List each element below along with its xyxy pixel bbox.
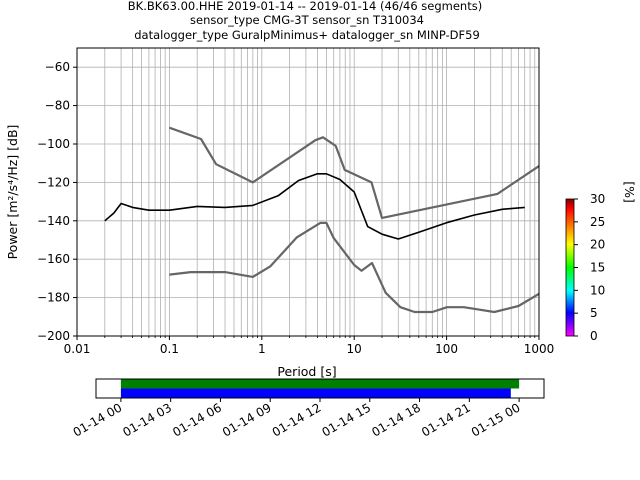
psd-plot: 0.01 0.1 1 10 100 1000 −200 −180 −160 −140 −120 −1… [5, 47, 555, 379]
figure-title-line-2: sensor_type CMG-3T sensor_sn T310034 [190, 13, 424, 27]
figure-title-line-3: datalogger_type GuralpMinimus+ datalogge… [134, 28, 480, 42]
colorbar-gradient [565, 198, 575, 337]
colorbar-tick-label: 15 [590, 261, 605, 275]
colorbar-label: [%] [622, 181, 637, 203]
colorbar-tick-label: 5 [590, 306, 598, 320]
y-tick-label: −60 [45, 60, 70, 74]
plot-frame [76, 47, 540, 337]
timeline-tick-label: 01-14 12 [270, 400, 324, 439]
colorbar-tick-label: 25 [590, 215, 605, 229]
timeline-bar [120, 379, 520, 389]
y-tick-label: −80 [45, 99, 70, 113]
y-tick-label: −140 [37, 214, 70, 228]
colorbar-ticks: 0 5 10 15 20 25 30 [574, 192, 605, 343]
x-tick-label: 10 [347, 342, 362, 356]
y-tick-label: −120 [37, 175, 70, 189]
colorbar-tick-label: 30 [590, 192, 605, 206]
timeline-tick-label: 01-14 18 [369, 400, 423, 439]
plot-background [77, 48, 539, 336]
x-tick-label: 0.1 [160, 342, 179, 356]
figure-title-line-1: BK.BK63.00.HHE 2019-01-14 -- 2019-01-14 … [128, 0, 482, 13]
new-low-noise-model-line [169, 221, 539, 314]
y-tick-label: −200 [37, 329, 70, 343]
timeline-bars [120, 379, 520, 398]
timeline-tick-label: 01-14 03 [120, 400, 174, 439]
psd-mean-line [104, 173, 525, 240]
timeline-tick-label: 01-15 00 [469, 400, 523, 439]
new-high-noise-model-line [169, 126, 539, 219]
psd-lines [104, 126, 539, 314]
colorbar: 0 5 10 15 20 25 30 [%] [565, 181, 637, 343]
x-axis-label: Period [s] [277, 364, 336, 379]
timeline-tick-label: 01-14 09 [220, 400, 274, 439]
timeline-tick-label: 01-14 15 [320, 400, 374, 439]
y-tick-label: −100 [37, 137, 70, 151]
y-tick-label: −160 [37, 252, 70, 266]
x-tick-label: 0.01 [64, 342, 91, 356]
colorbar-tick-label: 10 [590, 283, 605, 297]
x-tick-label: 100 [435, 342, 458, 356]
y-axis-ticks: −200 −180 −160 −140 −120 −100 −80 −60 [37, 60, 77, 343]
timeline-tick-label: 01-14 21 [419, 400, 473, 439]
timeline-tick-label: 01-14 00 [71, 400, 125, 439]
colorbar-tick-label: 20 [590, 238, 605, 252]
colorbar-tick-label: 0 [590, 329, 598, 343]
y-tick-label: −180 [37, 291, 70, 305]
y-axis-label: Power [m²/s⁴/Hz] [dB] [5, 125, 20, 260]
x-tick-label: 1 [258, 342, 266, 356]
timeline-bar [120, 388, 511, 398]
x-axis-ticks: 0.01 0.1 1 10 100 1000 [64, 336, 555, 356]
timeline-tick-label: 01-14 06 [170, 400, 224, 439]
x-tick-label: 1000 [524, 342, 555, 356]
